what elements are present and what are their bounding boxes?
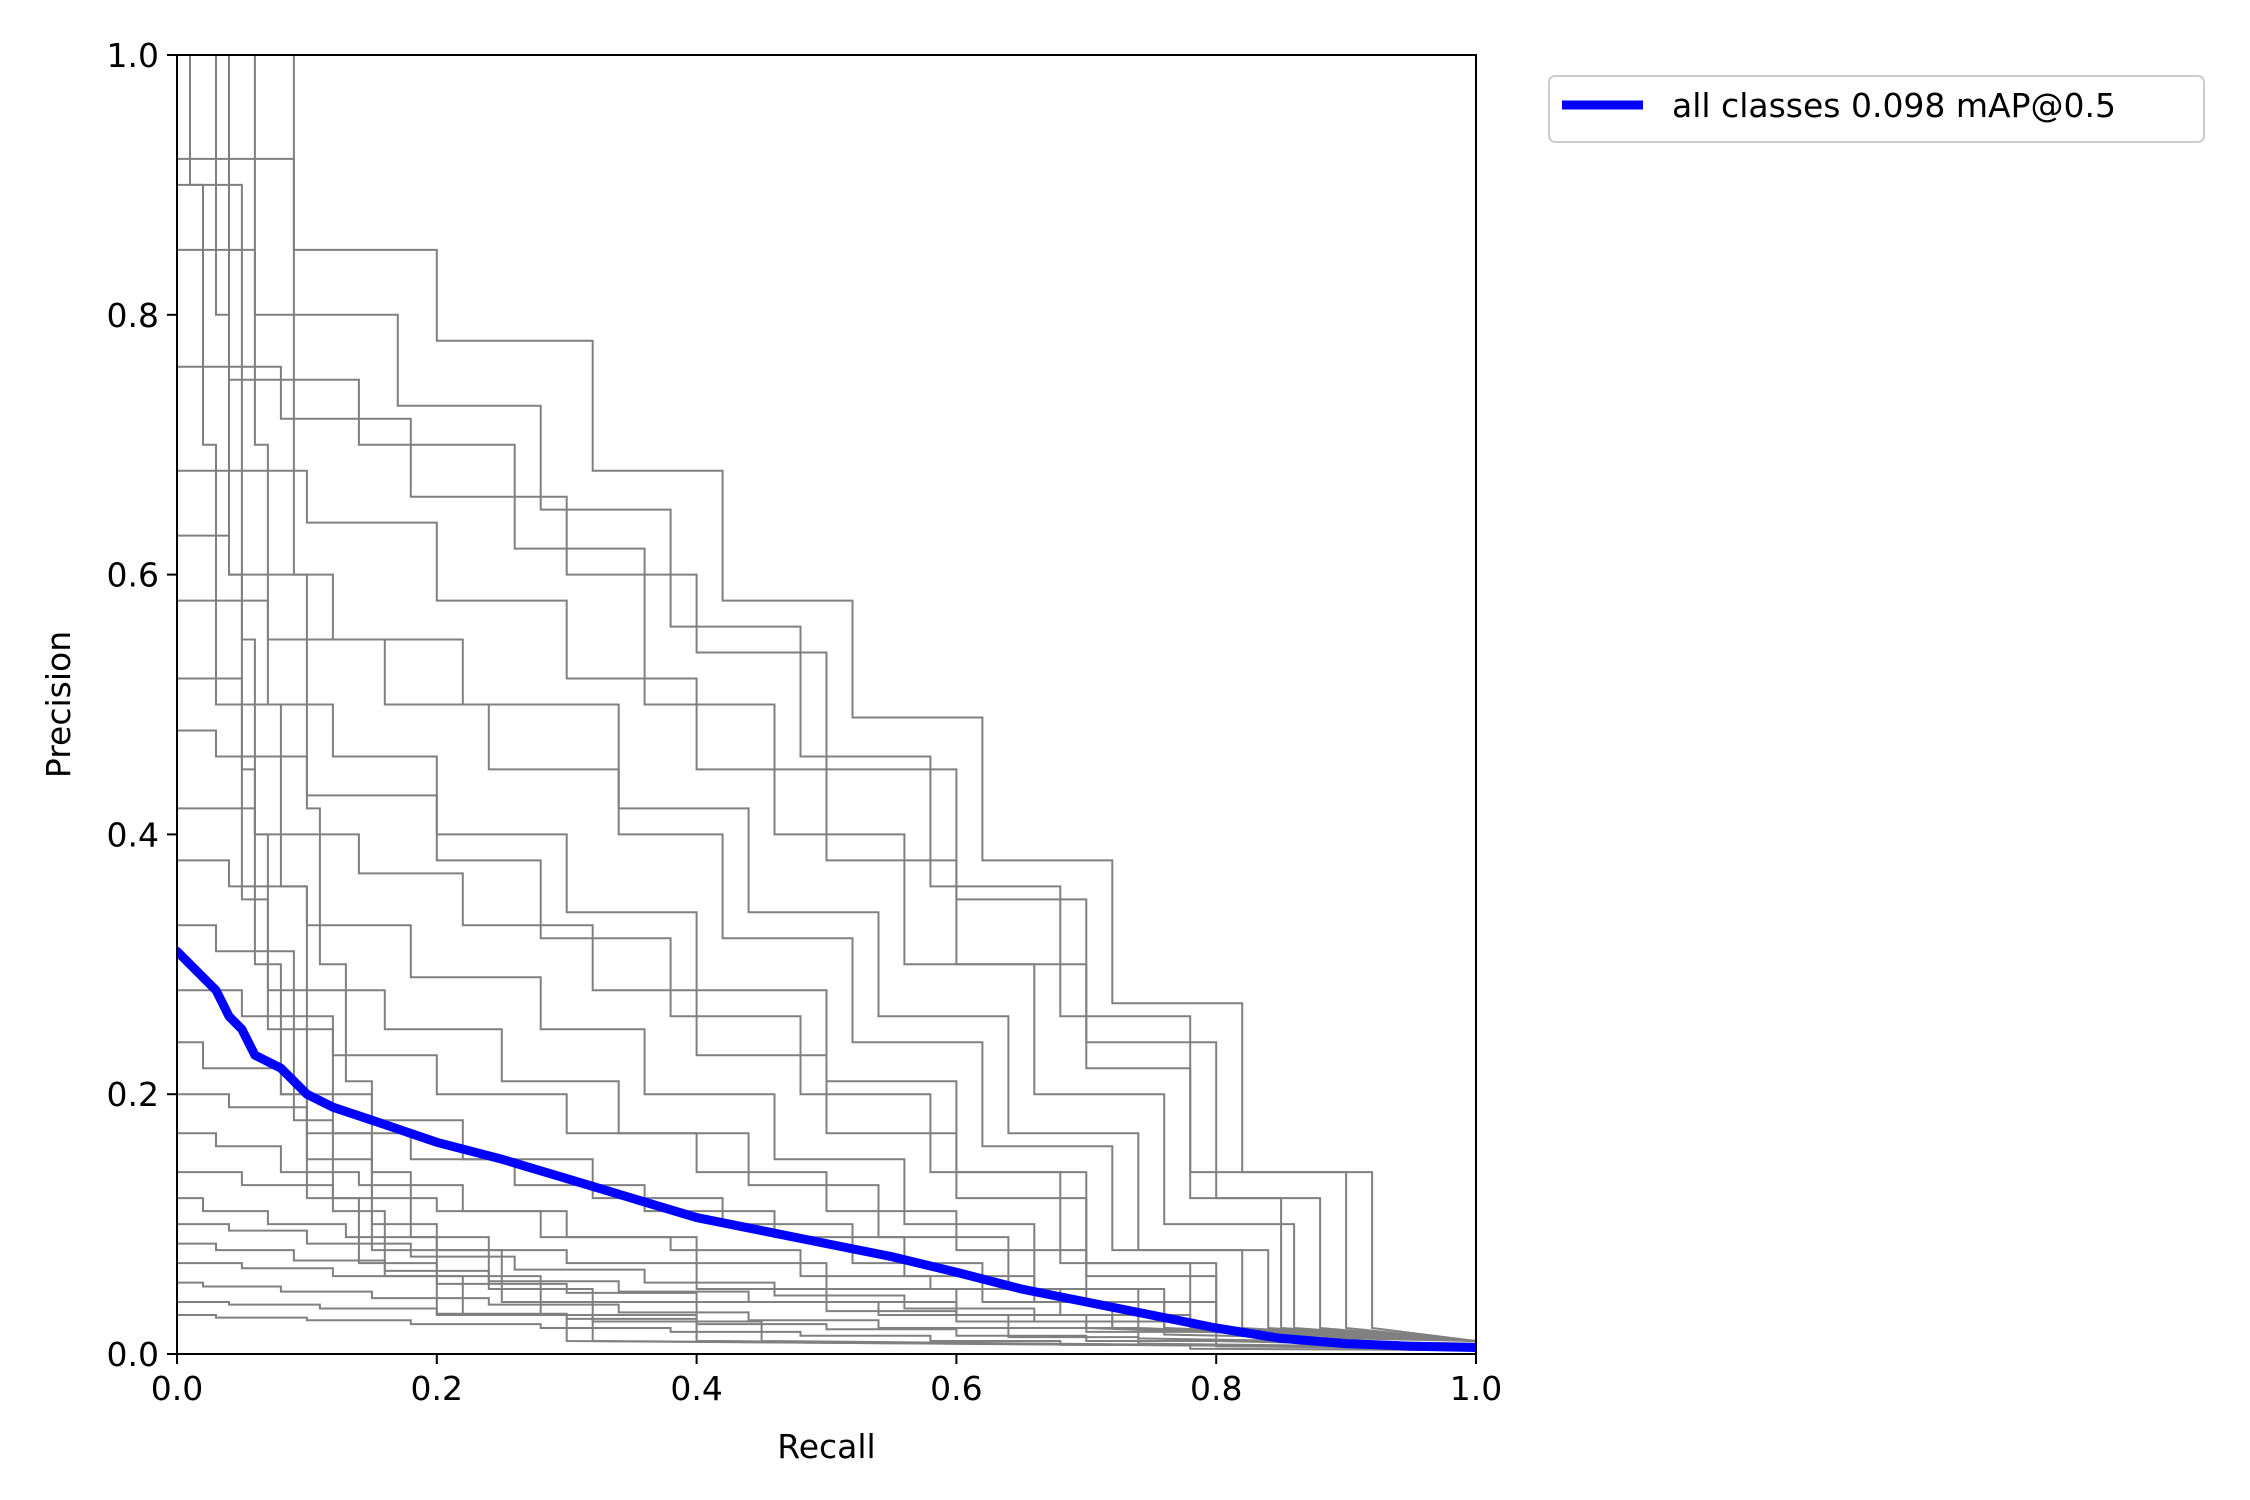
legend: all classes 0.098 mAP@0.5 [1548,75,2205,143]
per-class-curves [177,55,1476,1352]
x-tick-label: 0.4 [670,1369,722,1408]
x-tick-label: 1.0 [1450,1369,1502,1408]
x-tick-label: 0.8 [1190,1369,1242,1408]
class-curve-1 [177,157,1476,1342]
x-tick-label: 0.6 [930,1369,982,1408]
x-tick-label: 0.2 [411,1369,463,1408]
y-tick-label: 0.4 [107,815,159,854]
class-curve-27 [177,55,1476,1349]
y-tick-label: 1.0 [107,36,159,75]
class-curve-19 [177,1223,1476,1342]
mean-curve-all-classes [177,946,1476,1352]
class-curve-7 [177,599,1476,1342]
class-curve-20 [177,1242,1476,1345]
legend-box [1548,75,2205,143]
x-tick-label: 0.0 [151,1369,203,1408]
class-curve-29 [177,55,1476,1349]
legend-label-all-classes: all classes 0.098 mAP@0.5 [1672,86,2116,125]
class-curve-6 [177,534,1476,1342]
class-curve-5 [177,469,1476,1342]
class-curve-28 [177,55,1476,1349]
class-curve-3 [177,365,1476,1342]
mean-curve-group [177,946,1476,1352]
x-axis-ticks: 0.0 0.2 0.4 0.6 0.8 1.0 [151,1354,1502,1408]
y-axis-label: Precision [39,631,78,778]
class-curve-12 [177,924,1476,1342]
y-axis-ticks: 0.0 0.2 0.4 0.6 0.8 1.0 [107,36,177,1374]
axes-frame [176,54,1477,1355]
plot-area [176,54,1477,1355]
class-curve-13 [177,989,1476,1342]
y-tick-label: 0.2 [107,1075,159,1114]
class-curve-21 [177,1262,1476,1348]
y-tick-label: 0.0 [107,1335,159,1374]
x-axis-label: Recall [777,1427,875,1466]
y-tick-label: 0.8 [107,296,159,335]
y-tick-label: 0.6 [107,556,159,595]
